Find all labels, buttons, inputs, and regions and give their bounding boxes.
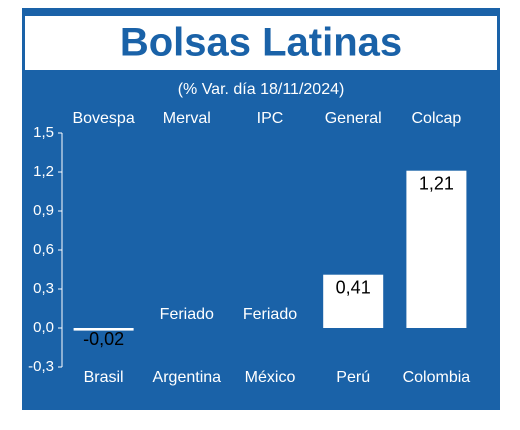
y-tick-label: -0,3 xyxy=(28,358,54,375)
y-tick-label: 0,6 xyxy=(33,241,54,258)
value-label: -0,02 xyxy=(83,329,124,349)
y-tick-label: 1,5 xyxy=(33,124,54,141)
bar xyxy=(73,328,134,331)
bar xyxy=(406,170,467,328)
chart-title: Bolsas Latinas xyxy=(120,21,402,65)
y-tick-label: 0,3 xyxy=(33,280,54,297)
value-label: Feriado xyxy=(160,306,214,323)
index-label: Merval xyxy=(163,110,211,127)
index-label: General xyxy=(325,110,382,127)
x-tick-label: Perú xyxy=(336,369,370,386)
index-label: Colcap xyxy=(411,110,461,127)
x-tick-label: Argentina xyxy=(153,369,222,386)
title-box xyxy=(25,16,497,70)
bar xyxy=(323,274,384,328)
value-label: 0,41 xyxy=(336,277,371,297)
x-tick-label: Brasil xyxy=(84,369,124,386)
y-tick-label: 0,9 xyxy=(33,202,54,219)
x-tick-label: Colombia xyxy=(403,369,471,386)
value-label: 1,21 xyxy=(419,173,454,193)
y-tick-label: 1,2 xyxy=(33,163,54,180)
chart-subtitle: (% Var. día 18/11/2024) xyxy=(178,81,345,98)
value-label: Feriado xyxy=(243,306,297,323)
x-tick-label: México xyxy=(245,369,296,386)
index-label: Bovespa xyxy=(72,110,134,127)
y-tick-label: 0,0 xyxy=(33,319,54,336)
index-label: IPC xyxy=(257,110,284,127)
